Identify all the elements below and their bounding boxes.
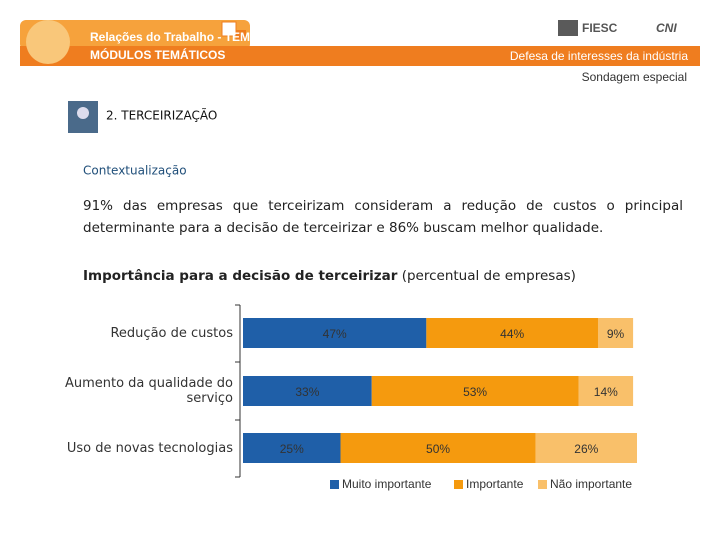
legend-label: Não importante xyxy=(550,477,632,491)
bar-segment xyxy=(535,433,637,463)
legend-swatch xyxy=(454,480,463,489)
value-label: 50% xyxy=(426,442,450,456)
value-label: 14% xyxy=(594,385,618,399)
category-label: Redução de custos xyxy=(110,325,233,341)
bar-segment xyxy=(340,433,536,463)
value-label: 33% xyxy=(295,385,319,399)
bar-segment xyxy=(426,318,598,348)
logo-cni: CNI xyxy=(656,21,677,35)
section-icon xyxy=(77,107,89,119)
tagline: Defesa de interesses da indústria xyxy=(510,49,688,63)
chart: 47% 44% 9% 33% 53% 14% 25% 50% 26% Muito importan… xyxy=(235,304,637,491)
category-label: Aumento da qualidade do serviço xyxy=(64,376,233,406)
value-label: 53% xyxy=(463,385,487,399)
value-label: 44% xyxy=(500,327,524,341)
bar-segment xyxy=(578,376,634,406)
paragraph: 91% das empresas que terceirizam conside… xyxy=(83,198,683,236)
banner-figure xyxy=(26,20,70,64)
value-label: 25% xyxy=(280,442,304,456)
banner-stripe xyxy=(20,46,700,66)
section-title: 2. TERCEIRIZAÇÃO xyxy=(106,108,217,123)
logo-mark xyxy=(558,20,578,36)
bar-segment xyxy=(243,318,427,348)
legend-label: Muito importante xyxy=(342,477,432,491)
chart-title: Importância para a decisão de terceiriza… xyxy=(83,268,398,284)
bar-segment xyxy=(243,433,341,463)
logo-fiesc: FIESC xyxy=(582,21,618,35)
heading: Contextualização xyxy=(83,164,187,178)
banner-square xyxy=(236,30,246,40)
banner-top xyxy=(20,20,250,50)
report-label: Sondagem especial xyxy=(582,70,687,84)
legend-swatch xyxy=(538,480,547,489)
bar-segment xyxy=(371,376,579,406)
value-label: 47% xyxy=(323,327,347,341)
chart-subtitle: (percentual de empresas) xyxy=(401,268,576,284)
banner-square xyxy=(221,21,237,37)
value-label: 9% xyxy=(607,327,625,341)
banner-title: Relações do Trabalho - TEMA 1 xyxy=(90,30,269,44)
legend-swatch xyxy=(330,480,339,489)
bar-segment xyxy=(597,318,634,348)
legend-label: Importante xyxy=(466,477,524,491)
chart-heading: Importância para a decisão de terceiriza… xyxy=(83,268,576,284)
category-label: Uso de novas tecnologias xyxy=(66,440,233,456)
banner-subtitle: MÓDULOS TEMÁTICOS xyxy=(90,47,225,62)
value-label: 26% xyxy=(574,442,598,456)
bar-segment xyxy=(243,376,372,406)
